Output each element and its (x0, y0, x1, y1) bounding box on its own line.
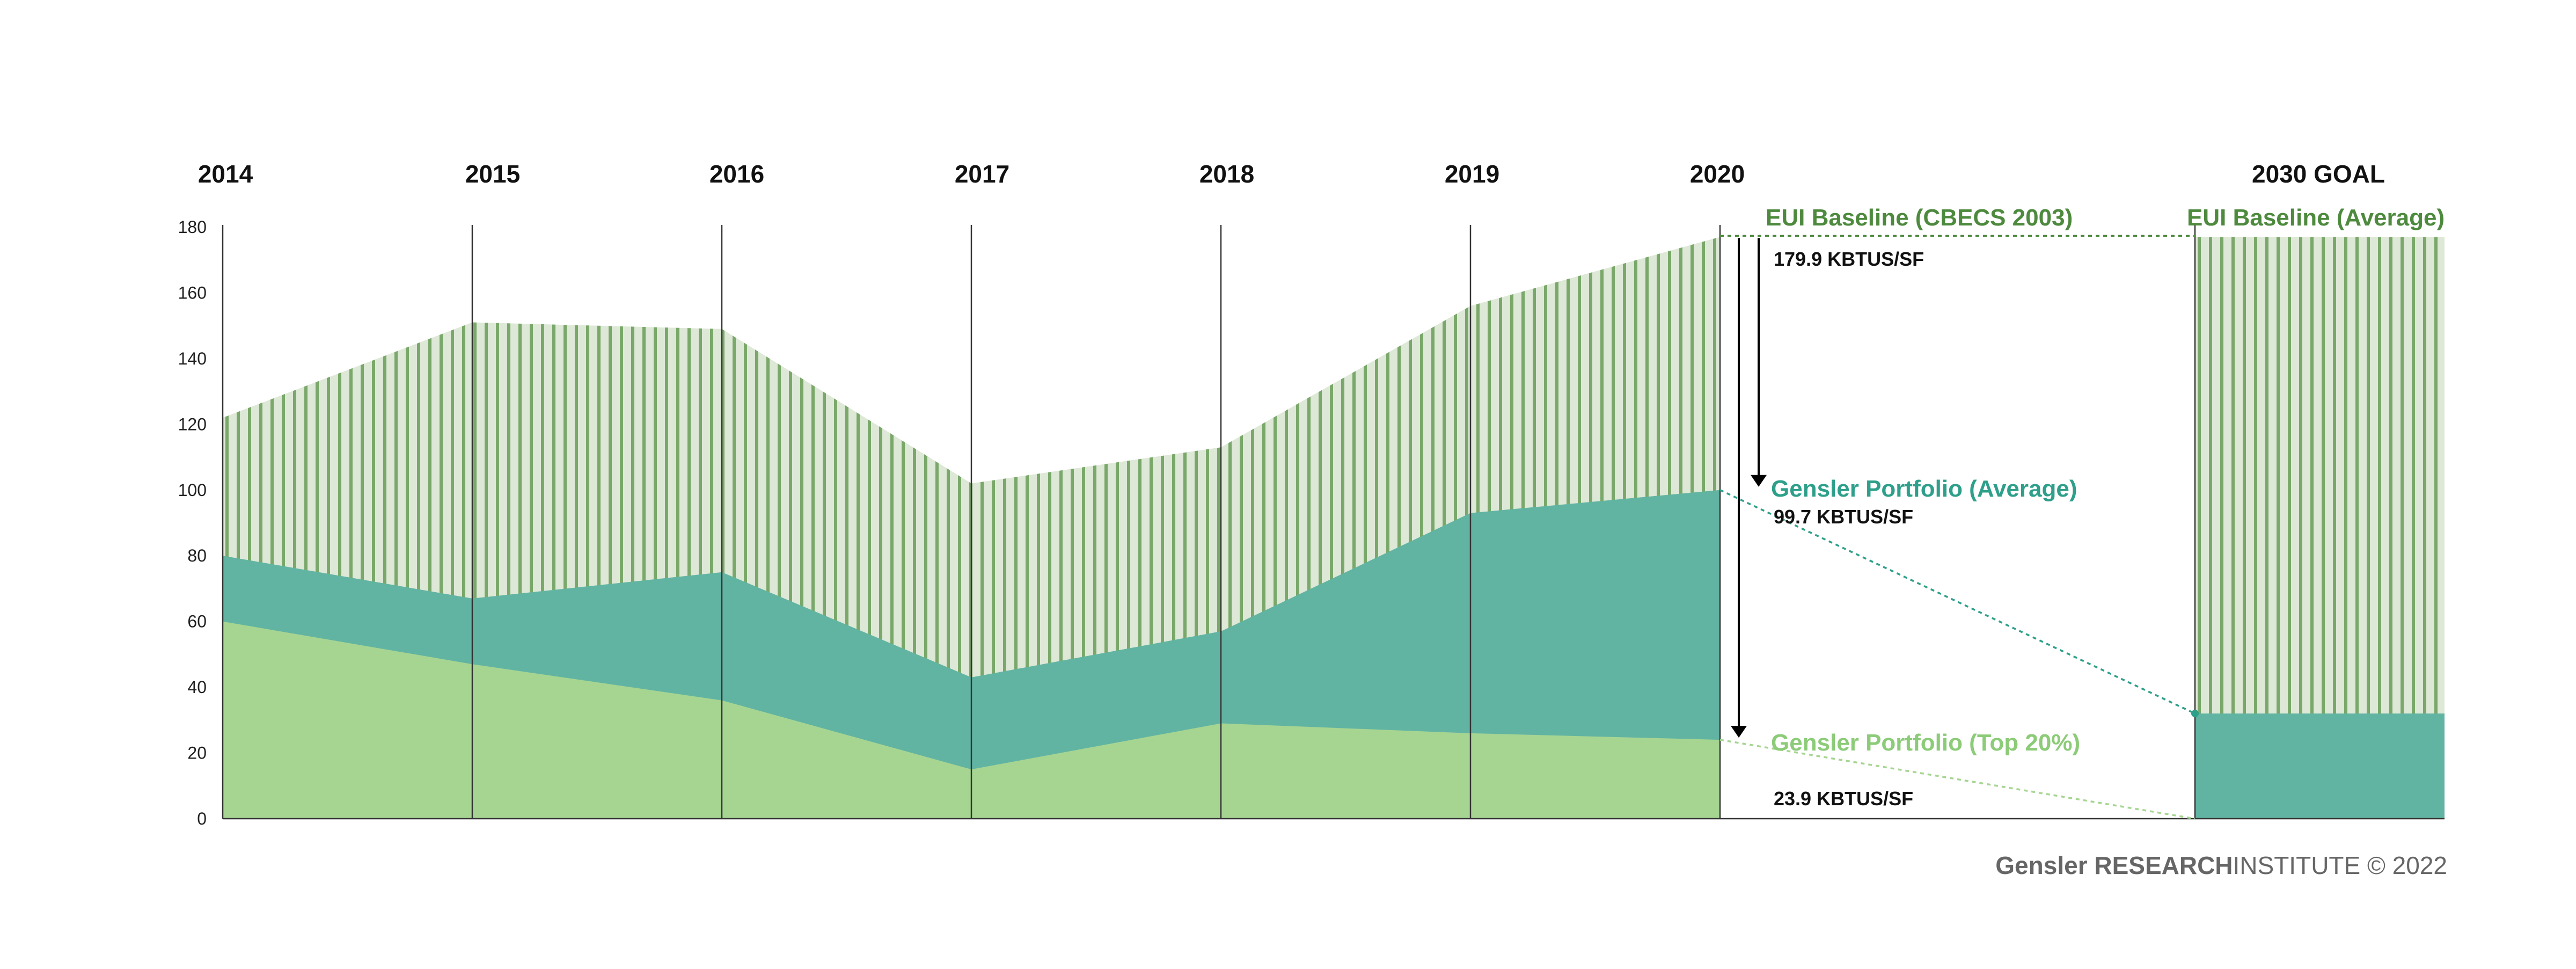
y-tick-label: 60 (187, 612, 207, 631)
baseline-title: EUI Baseline (CBECS 2003) (1766, 205, 2073, 231)
top20-area (223, 621, 1720, 819)
average-title: Gensler Portfolio (Average) (1771, 476, 2077, 502)
year-label: 2016 (709, 160, 764, 188)
y-tick-label: 140 (178, 349, 207, 368)
year-label: 2017 (955, 160, 1009, 188)
top20-connector (1719, 739, 2196, 820)
y-tick-label: 80 (187, 546, 207, 565)
y-tick-label: 180 (178, 217, 207, 237)
credit-brand: Gensler (1995, 851, 2088, 879)
y-tick-label: 40 (187, 677, 207, 697)
year-label: 2020 (1690, 160, 1745, 188)
goal-baseline-title: EUI Baseline (Average) (2187, 205, 2445, 231)
year-label: 2015 (465, 160, 520, 188)
y-tick-label: 20 (187, 744, 207, 763)
y-tick-label: 0 (197, 809, 207, 828)
top20-title: Gensler Portfolio (Top 20%) (1771, 730, 2080, 756)
arrow-head-average (1751, 475, 1767, 487)
y-tick-label: 100 (178, 480, 207, 500)
year-label: 2014 (198, 160, 253, 188)
y-tick-label: 160 (178, 283, 207, 302)
year-label: 2018 (1199, 160, 1254, 188)
average-connector (1719, 489, 2196, 715)
year-label: 2019 (1445, 160, 1499, 188)
credit-year: © 2022 (2367, 851, 2447, 879)
y-tick-label: 120 (178, 414, 207, 434)
goal-year-label: 2030 GOAL (2252, 160, 2385, 188)
credit-research: RESEARCH (2094, 851, 2233, 879)
credit-institute: INSTITUTE (2233, 851, 2361, 879)
average-connector-dot (2191, 710, 2199, 718)
top20-value: 23.9 KBTUS/SF (1774, 788, 1913, 810)
arrow-head-top20 (1731, 726, 1747, 738)
credit-line: Gensler RESEARCHINSTITUTE © 2022 (1995, 851, 2447, 880)
baseline-value: 179.9 KBTUS/SF (1774, 248, 1924, 270)
average-value: 99.7 KBTUS/SF (1774, 506, 1913, 528)
goal-average-bar (2195, 713, 2445, 819)
